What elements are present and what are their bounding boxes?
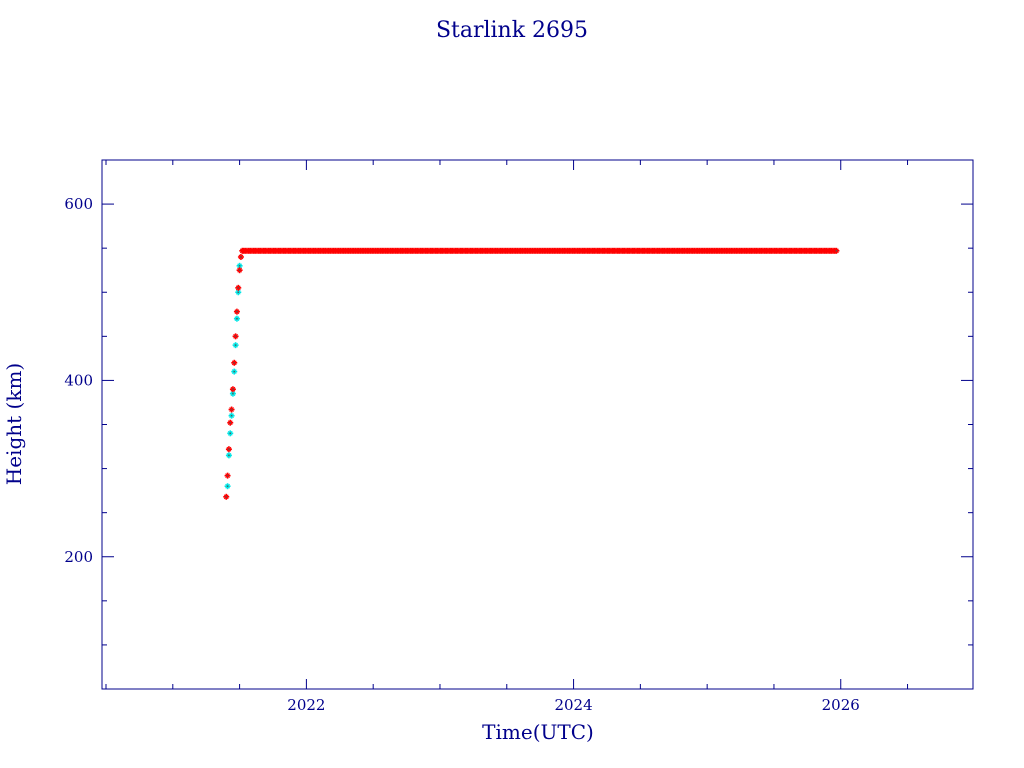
- chart-title: Starlink 2695: [436, 18, 588, 43]
- axis-ticks: [102, 159, 973, 690]
- tick-labels: 2022 2024 2026 200 400 600: [64, 195, 859, 714]
- data-point: [233, 315, 240, 322]
- x-axis-label: Time(UTC): [482, 720, 594, 744]
- y-tick-label: 600: [64, 195, 93, 213]
- data-point: [223, 493, 230, 500]
- data-point: [228, 412, 235, 419]
- data-point: [235, 284, 242, 291]
- plot-frame: [101, 159, 974, 690]
- data-point: [237, 253, 244, 260]
- data-point: [227, 430, 234, 437]
- data-point: [232, 342, 239, 349]
- data-point: [235, 289, 242, 296]
- data-point: [229, 386, 236, 393]
- data-points: [223, 247, 840, 500]
- data-point: [236, 267, 243, 274]
- y-tick-label: 200: [64, 548, 93, 566]
- data-point: [228, 406, 235, 413]
- data-point: [231, 359, 238, 366]
- x-tick-label: 2024: [554, 696, 592, 714]
- data-point: [233, 308, 240, 315]
- x-tick-label: 2026: [822, 696, 860, 714]
- data-point: [833, 247, 840, 254]
- data-point: [227, 419, 234, 426]
- data-point: [224, 483, 231, 490]
- data-point: [232, 333, 239, 340]
- x-tick-label: 2022: [287, 696, 325, 714]
- y-axis-label: Height (km): [2, 363, 26, 485]
- data-point: [231, 368, 238, 375]
- data-point: [225, 446, 232, 453]
- y-tick-label: 400: [64, 371, 93, 389]
- data-point: [225, 452, 232, 459]
- data-point: [224, 472, 231, 479]
